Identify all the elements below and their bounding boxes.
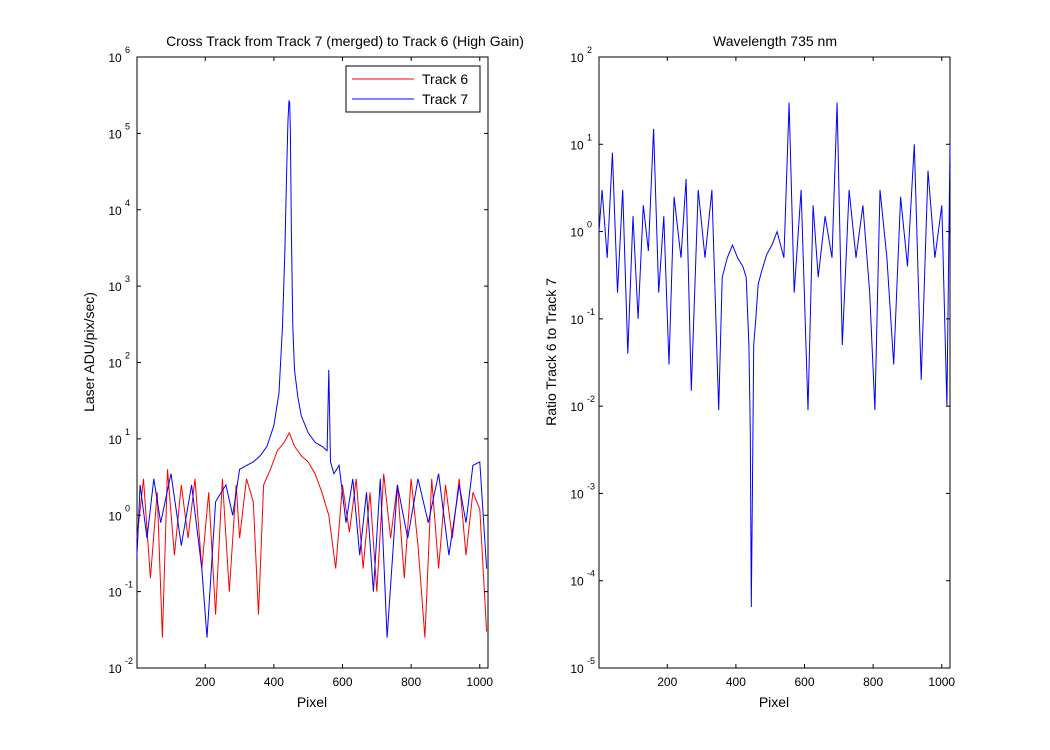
right-plot-frame <box>598 56 951 669</box>
right-y-tick-label: 10 <box>570 313 584 327</box>
left-y-tick-exponent: 3 <box>125 274 130 284</box>
right-y-tick-exponent: 1 <box>587 132 592 142</box>
chart-right: 200 400 600 800 1000 10-510-410-310-210-1100… <box>543 33 955 710</box>
left-series-track-6-line <box>136 431 488 638</box>
left-chart-title: Cross Track from Track 7 (merged) to Tra… <box>166 33 524 49</box>
left-y-tick-exponent: 4 <box>125 198 130 208</box>
left-y-tick-exponent: -2 <box>125 656 133 666</box>
left-x-axis-title: Pixel <box>297 694 327 710</box>
left-y-tick-exponent: 2 <box>125 351 130 361</box>
right-y-tick-exponent: -4 <box>587 569 595 579</box>
left-x-ticks: 200 400 600 800 1000 <box>195 57 493 689</box>
left-x-tick-label: 200 <box>195 675 215 689</box>
right-y-tick-label: 10 <box>570 487 584 501</box>
chart-left: 200 400 600 800 1000 10-210-1100101102103104… <box>81 33 524 710</box>
left-y-tick-label: 10 <box>108 127 122 141</box>
left-y-tick-exponent: -1 <box>125 580 133 590</box>
left-y-tick-label: 10 <box>108 280 122 294</box>
right-y-tick-label: 10 <box>570 575 584 589</box>
left-y-tick-label: 10 <box>108 51 122 65</box>
right-series-group <box>598 102 951 608</box>
left-x-tick-label: 400 <box>264 675 284 689</box>
left-y-tick-label: 10 <box>108 662 122 676</box>
legend-label-track-7: Track 7 <box>422 91 468 107</box>
right-y-tick-exponent: 0 <box>587 220 592 230</box>
right-x-tick-label: 400 <box>726 675 746 689</box>
right-x-tick-label: 600 <box>795 675 815 689</box>
right-y-tick-label: 10 <box>570 51 584 65</box>
legend-box <box>345 65 481 113</box>
left-legend: Track 6 Track 7 <box>345 65 481 113</box>
left-y-axis-title: Laser ADU/pix/sec) <box>81 292 97 412</box>
left-y-tick-label: 10 <box>108 357 122 371</box>
left-plot-frame <box>136 56 489 669</box>
left-y-tick-exponent: 6 <box>125 45 130 55</box>
right-y-tick-label: 10 <box>570 662 584 676</box>
right-y-tick-label: 10 <box>570 400 584 414</box>
right-y-axis-title: Ratio Track 6 to Track 7 <box>543 278 559 426</box>
left-y-tick-label: 10 <box>108 433 122 447</box>
left-x-tick-label: 600 <box>333 675 353 689</box>
right-x-tick-label: 200 <box>657 675 677 689</box>
left-series-track-7-line <box>136 100 488 638</box>
right-x-tick-label: 800 <box>863 675 883 689</box>
right-x-tick-label: 1000 <box>928 675 955 689</box>
right-y-tick-exponent: -3 <box>587 481 595 491</box>
left-y-tick-label: 10 <box>108 204 122 218</box>
right-series-ratio-line <box>598 102 951 608</box>
right-x-ticks: 200 400 600 800 1000 <box>657 57 955 689</box>
right-y-tick-exponent: 2 <box>587 45 592 55</box>
left-series-group <box>136 100 488 638</box>
left-y-tick-exponent: 1 <box>125 427 130 437</box>
right-y-tick-label: 10 <box>570 226 584 240</box>
left-y-tick-exponent: 5 <box>125 121 130 131</box>
right-y-tick-exponent: -5 <box>587 656 595 666</box>
right-x-axis-title: Pixel <box>759 694 789 710</box>
left-x-tick-label: 800 <box>401 675 421 689</box>
legend-label-track-6: Track 6 <box>422 71 468 87</box>
left-y-tick-exponent: 0 <box>125 503 130 513</box>
right-y-tick-label: 10 <box>570 138 584 152</box>
left-y-tick-label: 10 <box>108 509 122 523</box>
left-y-tick-label: 10 <box>108 586 122 600</box>
right-chart-title: Wavelength 735 nm <box>713 33 837 49</box>
right-y-tick-exponent: -1 <box>587 307 595 317</box>
right-y-tick-exponent: -2 <box>587 394 595 404</box>
left-x-tick-label: 1000 <box>466 675 493 689</box>
